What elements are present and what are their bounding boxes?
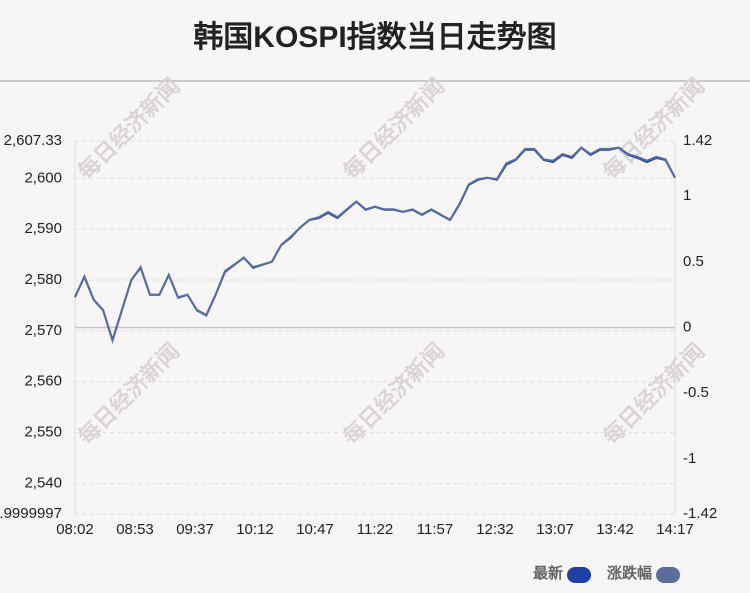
chart-title: 韩国KOSPI指数当日走势图 bbox=[193, 21, 556, 54]
x-tick-label: 12:32 bbox=[476, 521, 514, 538]
x-tick-label: 08:02 bbox=[56, 521, 94, 538]
y2-tick-label: 1 bbox=[683, 187, 691, 204]
x-tick-label: 09:37 bbox=[176, 521, 214, 538]
x-tick-label: 11:22 bbox=[357, 521, 393, 538]
y2-tick-label: -1 bbox=[683, 450, 696, 467]
legend-swatch bbox=[656, 567, 681, 583]
y2-tick-label: -0.5 bbox=[683, 384, 709, 401]
legend-label: 最新 bbox=[533, 564, 563, 582]
legend-swatch bbox=[567, 567, 592, 583]
x-tick-label: 14:17 bbox=[656, 521, 694, 538]
y-tick-label: 2,580 bbox=[24, 271, 62, 288]
y-tick-label: 2,560 bbox=[24, 373, 62, 390]
y-tick-label: 2,600 bbox=[24, 169, 62, 186]
legend-label: 涨跌幅 bbox=[607, 564, 652, 582]
y2-tick-label: 0 bbox=[683, 318, 691, 335]
y2-tick-label: 0.5 bbox=[683, 253, 704, 270]
y2-tick-label: 1.42 bbox=[683, 132, 712, 149]
x-tick-label: 11:57 bbox=[417, 521, 453, 538]
y-tick-label: 2,607.33 bbox=[4, 132, 62, 149]
x-tick-label: 10:12 bbox=[236, 521, 274, 538]
x-tick-label: 08:53 bbox=[116, 521, 154, 538]
y-tick-label: 2,540 bbox=[24, 474, 62, 491]
y-tick-label: 2,550 bbox=[24, 424, 62, 441]
y2-tick-label: -1.42 bbox=[683, 505, 717, 522]
x-tick-label: 13:42 bbox=[596, 521, 634, 538]
y-tick-label: 2,570 bbox=[24, 322, 62, 339]
line bbox=[74, 146, 676, 344]
x-tick-label: 13:07 bbox=[536, 521, 574, 538]
y-tick-label: 2,590 bbox=[24, 220, 62, 237]
x-tick-label: 10:47 bbox=[296, 521, 334, 538]
y-tick-label: 2,533.9999997 bbox=[0, 505, 62, 522]
